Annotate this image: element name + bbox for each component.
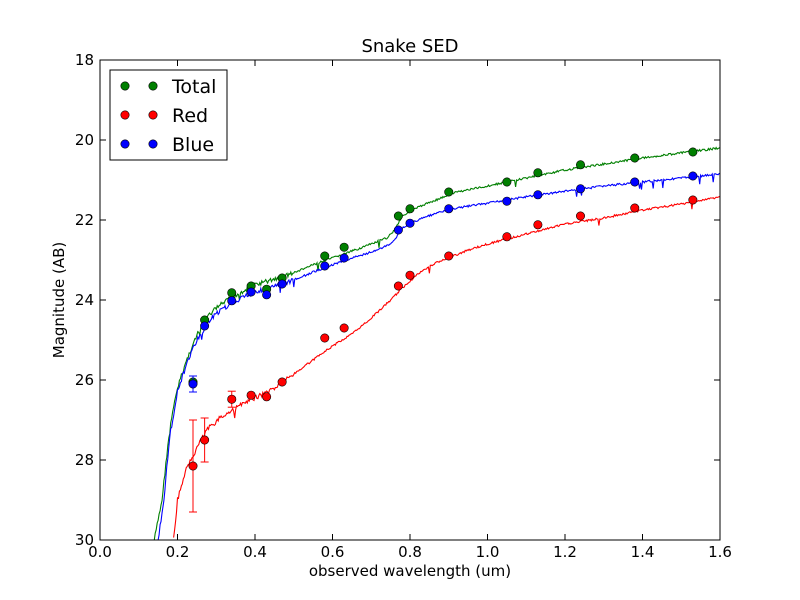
data-point-total	[320, 251, 330, 261]
data-point-blue	[405, 218, 415, 228]
x-tick-label: 0.4	[243, 543, 267, 561]
data-point-red	[200, 435, 210, 445]
data-point-blue	[277, 279, 287, 289]
legend-marker-red	[120, 110, 130, 120]
x-tick-label: 1.6	[708, 543, 732, 561]
legend-label-total: Total	[171, 76, 216, 98]
chart-title: Snake SED	[361, 36, 458, 57]
x-tick-label: 1.2	[553, 543, 577, 561]
data-point-total	[444, 187, 454, 197]
data-point-blue	[339, 253, 349, 263]
data-point-blue	[575, 184, 585, 194]
x-axis-label: observed wavelength (um)	[309, 562, 511, 580]
data-point-red	[339, 323, 349, 333]
data-point-total	[339, 242, 349, 252]
data-point-total	[393, 211, 403, 221]
data-point-total	[533, 168, 543, 178]
legend-marker-total	[148, 81, 158, 91]
data-point-blue	[227, 296, 237, 306]
data-point-red	[188, 461, 198, 471]
data-point-blue	[444, 204, 454, 214]
data-point-total	[688, 147, 698, 157]
data-point-red	[393, 281, 403, 291]
data-point-total	[405, 204, 415, 214]
data-point-red	[277, 377, 287, 387]
legend-marker-total	[120, 81, 130, 91]
legend-marker-red	[148, 110, 158, 120]
x-tick-label: 0.0	[88, 543, 112, 561]
data-point-red	[575, 211, 585, 221]
data-point-blue	[502, 196, 512, 206]
data-point-red	[246, 390, 256, 400]
data-point-blue	[320, 261, 330, 271]
legend-marker-blue	[148, 139, 158, 149]
y-tick-label: 22	[75, 211, 94, 229]
data-point-red	[444, 251, 454, 261]
legend-box	[109, 69, 228, 161]
x-tick-label: 0.2	[166, 543, 190, 561]
data-point-red	[502, 232, 512, 242]
legend-marker-blue	[120, 139, 130, 149]
data-point-blue	[262, 290, 272, 300]
data-point-red	[405, 270, 415, 280]
legend-label-blue: Blue	[172, 134, 214, 156]
y-tick-label: 28	[75, 451, 94, 469]
data-point-blue	[393, 225, 403, 235]
y-tick-label: 20	[75, 131, 94, 149]
data-point-blue	[188, 379, 198, 389]
x-tick-label: 1.0	[476, 543, 500, 561]
x-tick-label: 1.4	[631, 543, 655, 561]
legend-label-red: Red	[172, 105, 208, 127]
data-point-total	[575, 160, 585, 170]
y-tick-label: 24	[75, 291, 94, 309]
x-tick-label: 0.8	[398, 543, 422, 561]
y-tick-label: 18	[75, 51, 94, 69]
data-point-red	[630, 203, 640, 213]
data-point-blue	[688, 171, 698, 181]
data-point-total	[502, 177, 512, 187]
data-point-blue	[200, 321, 210, 331]
data-point-red	[227, 394, 237, 404]
data-point-total	[227, 288, 237, 298]
data-point-red	[262, 392, 272, 402]
y-tick-label: 30	[75, 531, 94, 549]
y-axis-label: Magnitude (AB)	[50, 242, 68, 359]
x-tick-label: 0.6	[321, 543, 345, 561]
data-point-blue	[246, 287, 256, 297]
data-point-blue	[630, 177, 640, 187]
legend: Total Red Blue	[109, 69, 228, 161]
data-point-red	[533, 220, 543, 230]
data-point-blue	[533, 190, 543, 200]
data-point-red	[688, 195, 698, 205]
y-tick-label: 26	[75, 371, 94, 389]
data-point-red	[320, 333, 330, 343]
data-point-total	[630, 153, 640, 163]
